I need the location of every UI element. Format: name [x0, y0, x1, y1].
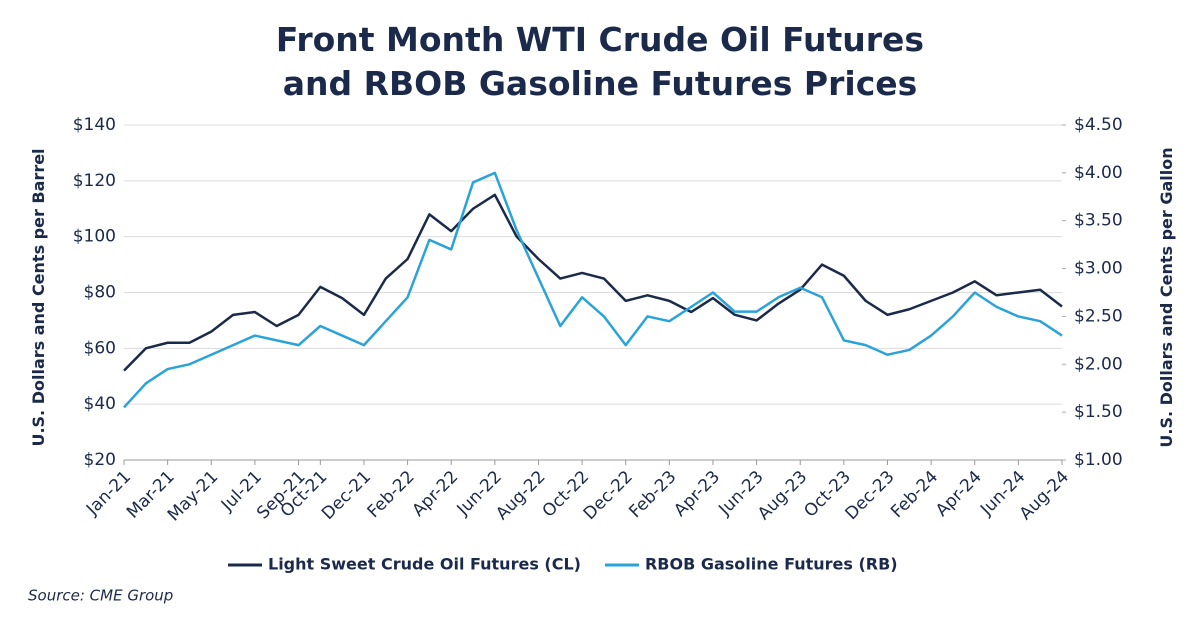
- y2-tick-label: $4.50: [1074, 115, 1123, 135]
- x-tick-label: Apr-22: [408, 467, 462, 521]
- x-tick-label: Apr-23: [670, 467, 724, 521]
- chart-title: Front Month WTI Crude Oil Futures and RB…: [275, 20, 925, 103]
- y-tick-label: $140: [73, 115, 116, 135]
- y2-tick-label: $1.50: [1074, 402, 1123, 422]
- y2-tick-label: $3.00: [1074, 259, 1123, 279]
- legend-label: Light Sweet Crude Oil Futures (CL): [268, 555, 581, 574]
- y-tick-label: $120: [73, 171, 116, 191]
- x-tick-label: Dec-22: [580, 467, 637, 524]
- series-line: [123, 171, 1063, 409]
- x-tick-label: Apr-24: [932, 467, 986, 521]
- x-tick-label: Aug-23: [754, 467, 811, 524]
- x-tick-label: Feb-23: [625, 467, 680, 522]
- x-tick-label: Feb-22: [364, 467, 419, 522]
- y-tick-label: $60: [84, 338, 116, 358]
- x-tick-label: Aug-24: [1016, 467, 1073, 524]
- y-tick-label: $20: [84, 450, 116, 470]
- x-tick-label: Dec-23: [842, 467, 899, 524]
- legend-label: RBOB Gasoline Futures (RB): [645, 555, 898, 574]
- y-tick-label: $40: [84, 394, 116, 414]
- x-tick-label: Dec-21: [318, 467, 375, 524]
- y2-tick-label: $4.00: [1074, 163, 1123, 183]
- y-tick-label: $80: [84, 283, 116, 303]
- y-tick-label: $100: [73, 227, 116, 247]
- y2-tick-label: $3.50: [1074, 211, 1123, 231]
- y2-axis-title: U.S. Dollars and Cents per Gallon: [1157, 147, 1176, 447]
- x-tick-label: Aug-22: [492, 467, 549, 524]
- series-line: [123, 193, 1063, 372]
- y2-tick-label: $2.50: [1074, 306, 1123, 326]
- y2-tick-label: $1.00: [1074, 450, 1123, 470]
- y-axis-title: U.S. Dollars and Cents per Barrel: [29, 148, 48, 446]
- x-tick-label: Feb-24: [887, 467, 942, 522]
- y2-tick-label: $2.00: [1074, 354, 1123, 374]
- source: Source: CME Group: [28, 587, 173, 605]
